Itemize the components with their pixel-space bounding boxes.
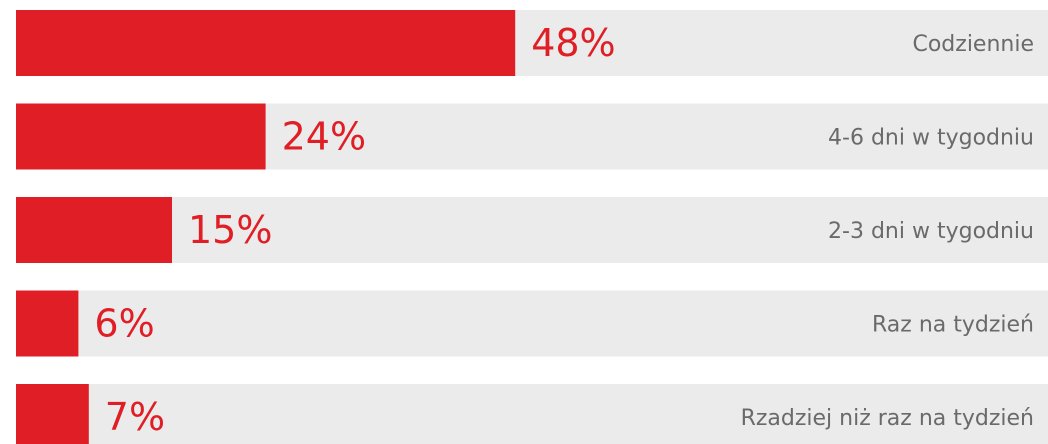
bar [16,197,172,263]
bar-track [16,197,1048,263]
bar-track [16,290,1048,357]
bar-track [16,384,1048,444]
category-label: 2-3 dni w tygodniu [828,219,1034,244]
bar [16,103,266,170]
value-label: 48% [531,21,615,65]
category-label: Codziennie [912,32,1034,57]
bar [16,10,516,76]
chart-rows: 48% Codziennie 24% 4-6 dni w tygodniu 15% 2-3… [16,10,1048,444]
bar [16,290,79,357]
value-label: 6% [94,302,154,346]
value-label: 24% [282,115,366,159]
value-label: 15% [188,208,272,252]
category-label: 4-6 dni w tygodniu [828,126,1034,151]
value-label: 7% [105,395,165,439]
bar [16,384,89,444]
category-label: Rzadziej niż raz na tydzień [741,406,1034,431]
category-label: Raz na tydzień [872,313,1034,338]
